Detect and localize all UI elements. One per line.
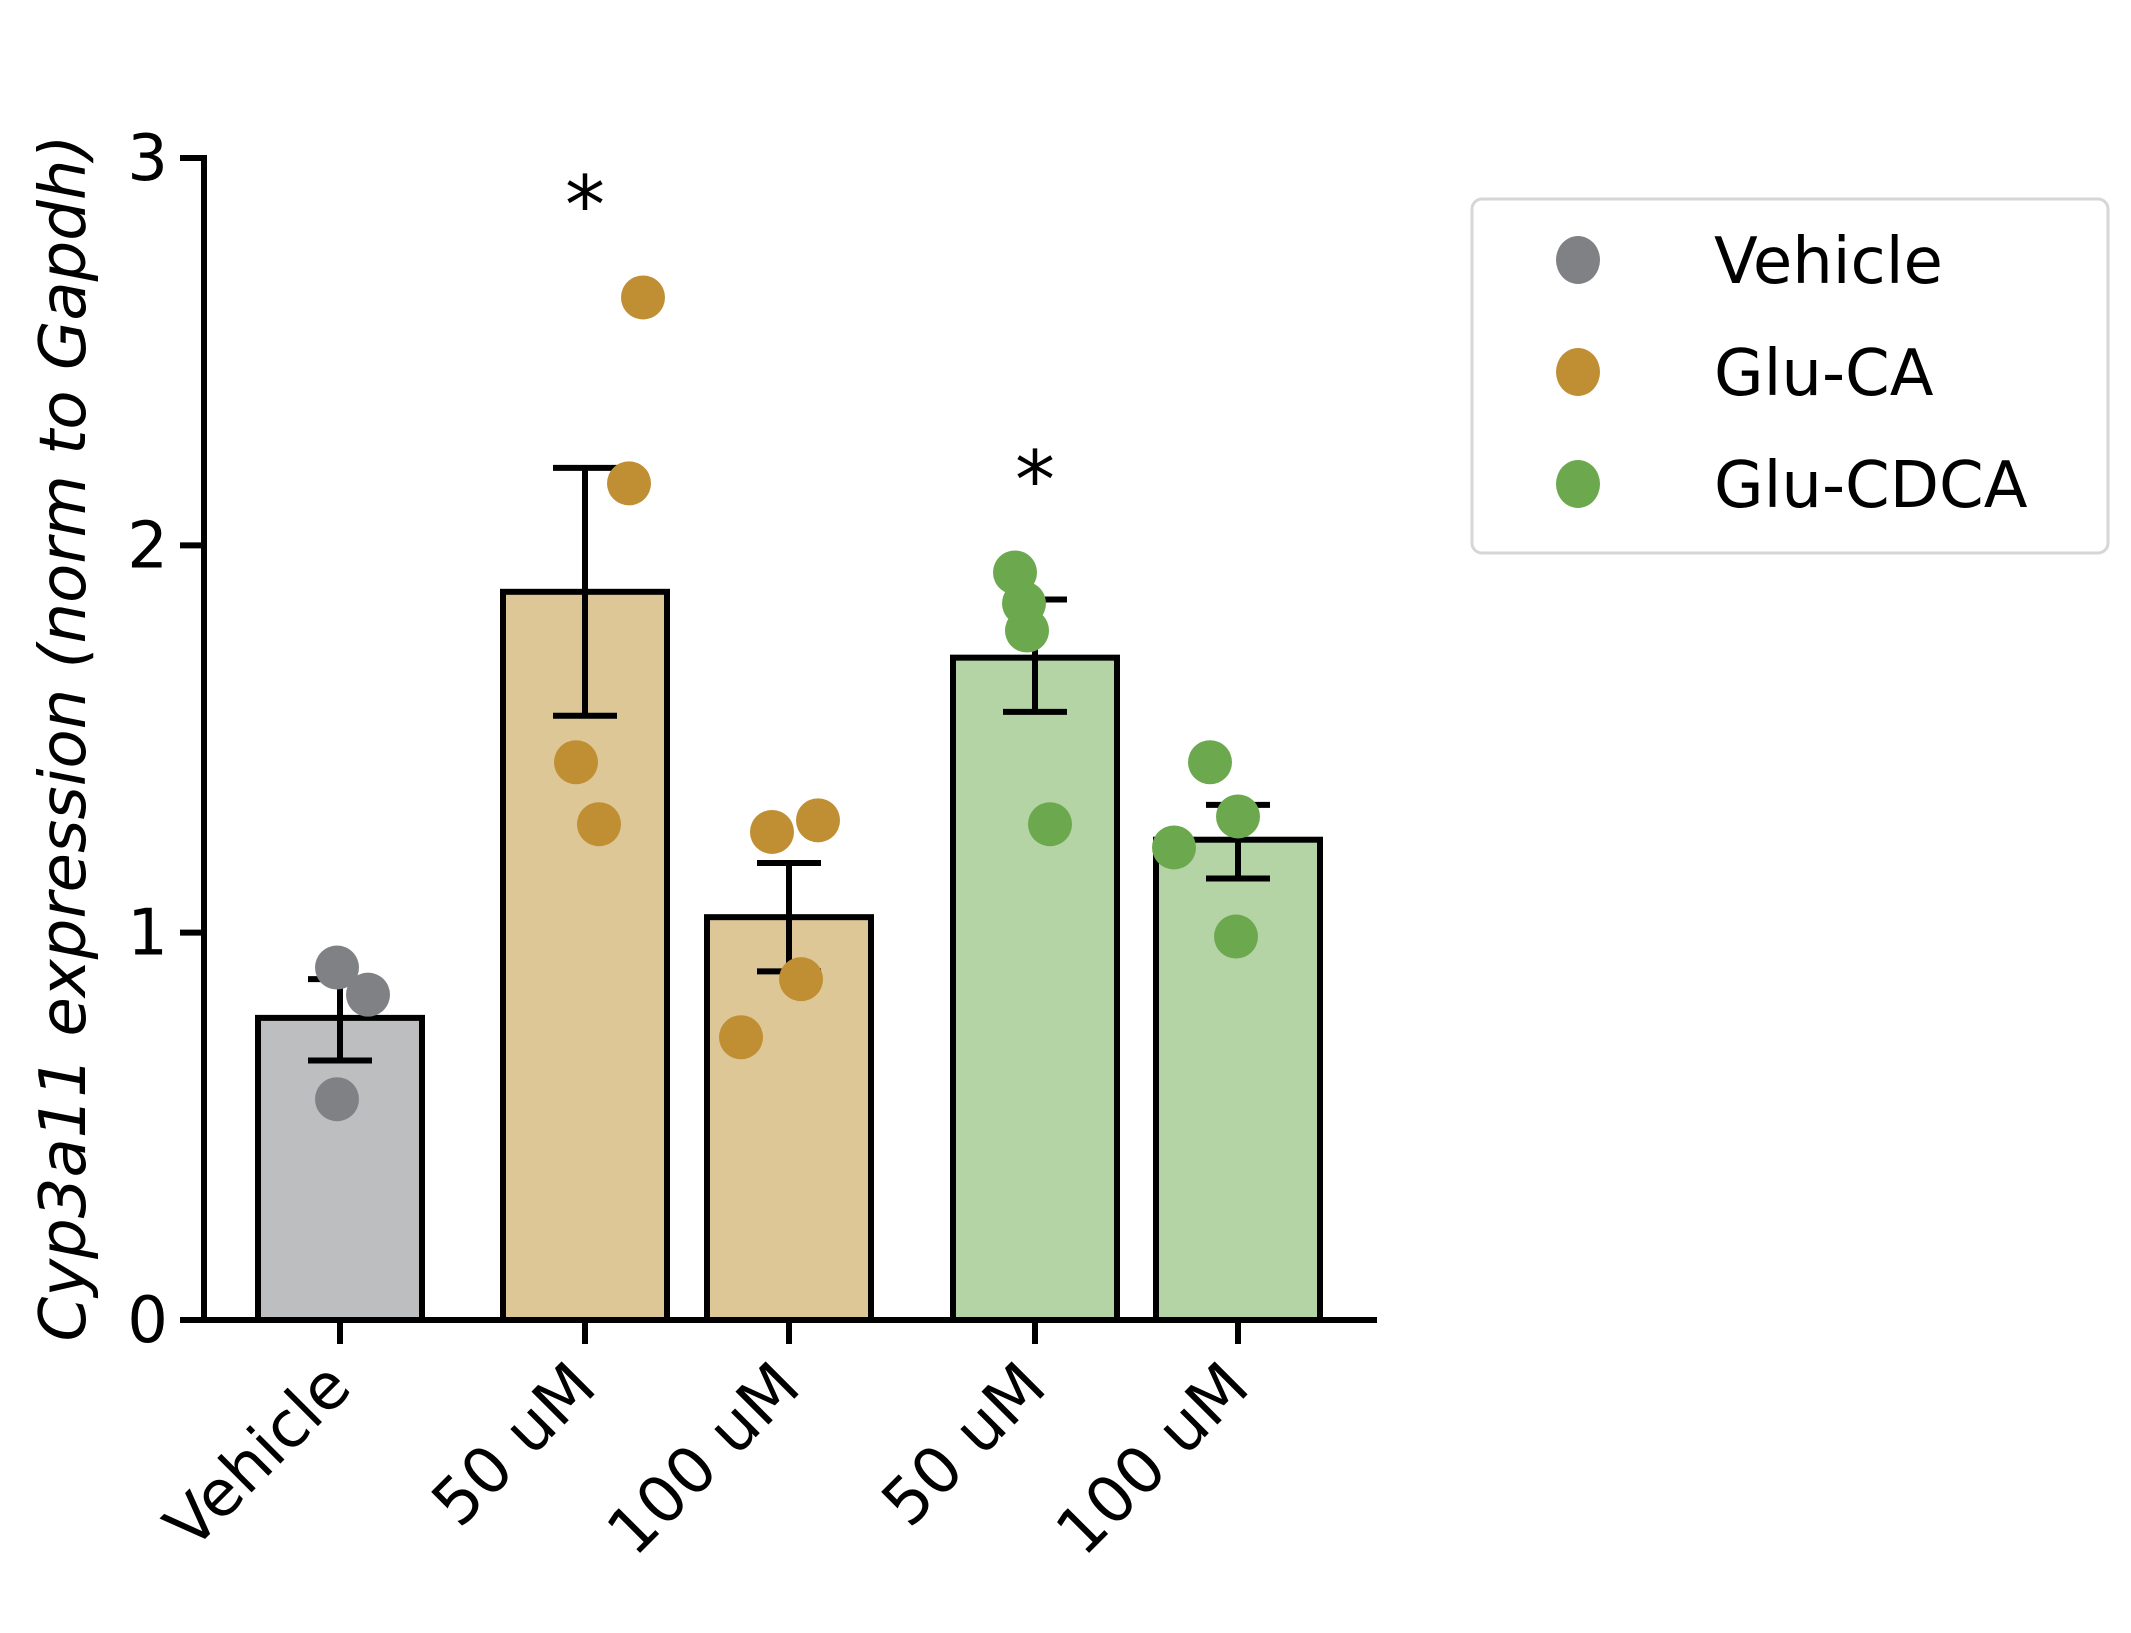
data-point	[719, 1015, 763, 1060]
legend-marker	[1556, 236, 1600, 284]
bar	[1153, 836, 1323, 1323]
data-point	[1216, 794, 1260, 839]
y-tick-label: 3	[127, 122, 168, 196]
legend-label: Glu-CA	[1714, 337, 1934, 411]
x-tick-label: 100 uM	[1042, 1349, 1263, 1570]
bar	[255, 1014, 425, 1323]
data-point	[1188, 740, 1232, 785]
x-tick-label: 100 uM	[593, 1349, 814, 1570]
y-tick-label: 0	[127, 1284, 168, 1358]
data-point	[750, 809, 794, 854]
legend-marker	[1556, 348, 1600, 396]
data-point	[554, 740, 598, 785]
legend-frame	[1470, 197, 2110, 555]
x-tick-label: Vehicle	[151, 1349, 365, 1563]
data-point	[607, 461, 651, 506]
legend-marker	[1556, 460, 1600, 508]
y-tick-label: 2	[127, 509, 168, 583]
y-tick-label: 1	[127, 897, 168, 971]
data-point	[1214, 914, 1258, 959]
y-axis-label: Cyp3a11 expression (norm to Gapdh)	[27, 135, 101, 1342]
legend-label: Glu-CDCA	[1714, 449, 2028, 523]
data-point	[796, 798, 840, 843]
data-point	[315, 945, 359, 990]
data-point	[346, 972, 390, 1017]
data-point	[1005, 608, 1049, 653]
significance-marker: *	[565, 159, 605, 252]
significance-marker: *	[1015, 434, 1055, 527]
bars	[255, 464, 1323, 1323]
x-tick-label: 50 uM	[868, 1349, 1060, 1541]
data-point	[779, 957, 823, 1002]
bar	[950, 654, 1120, 1323]
data-point	[621, 275, 665, 320]
data-point	[577, 802, 621, 847]
data-points: **	[315, 159, 1260, 1122]
legend-label: Vehicle	[1714, 225, 1943, 299]
x-tick-label: 50 uM	[418, 1349, 610, 1541]
data-point	[1028, 802, 1072, 847]
data-point	[315, 1077, 359, 1122]
legend: Vehicle Glu-CA Glu-CDCA	[1470, 197, 2110, 555]
data-point	[1152, 825, 1196, 870]
